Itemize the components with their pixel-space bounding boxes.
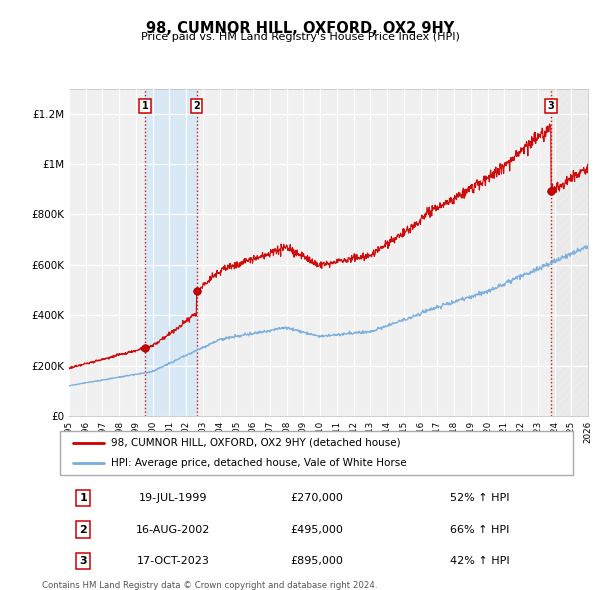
Text: Price paid vs. HM Land Registry's House Price Index (HPI): Price paid vs. HM Land Registry's House … xyxy=(140,32,460,42)
Text: 1: 1 xyxy=(79,493,87,503)
Text: Contains HM Land Registry data © Crown copyright and database right 2024.: Contains HM Land Registry data © Crown c… xyxy=(42,581,377,590)
Text: £270,000: £270,000 xyxy=(290,493,343,503)
Text: 19-JUL-1999: 19-JUL-1999 xyxy=(139,493,207,503)
Bar xyxy=(145,88,197,416)
Text: 3: 3 xyxy=(79,556,87,566)
Text: 42% ↑ HPI: 42% ↑ HPI xyxy=(450,556,509,566)
Bar xyxy=(551,88,588,416)
Text: 52% ↑ HPI: 52% ↑ HPI xyxy=(450,493,509,503)
Text: £495,000: £495,000 xyxy=(290,525,343,535)
Text: 98, CUMNOR HILL, OXFORD, OX2 9HY (detached house): 98, CUMNOR HILL, OXFORD, OX2 9HY (detach… xyxy=(112,438,401,448)
Text: 1: 1 xyxy=(142,101,148,111)
Text: 17-OCT-2023: 17-OCT-2023 xyxy=(136,556,209,566)
Text: 2: 2 xyxy=(79,525,87,535)
Text: 3: 3 xyxy=(548,101,554,111)
Text: 16-AUG-2002: 16-AUG-2002 xyxy=(136,525,210,535)
Text: £895,000: £895,000 xyxy=(290,556,343,566)
Text: HPI: Average price, detached house, Vale of White Horse: HPI: Average price, detached house, Vale… xyxy=(112,458,407,468)
Bar xyxy=(551,88,588,416)
Text: 66% ↑ HPI: 66% ↑ HPI xyxy=(450,525,509,535)
Text: 98, CUMNOR HILL, OXFORD, OX2 9HY: 98, CUMNOR HILL, OXFORD, OX2 9HY xyxy=(146,21,454,35)
Text: 2: 2 xyxy=(193,101,200,111)
